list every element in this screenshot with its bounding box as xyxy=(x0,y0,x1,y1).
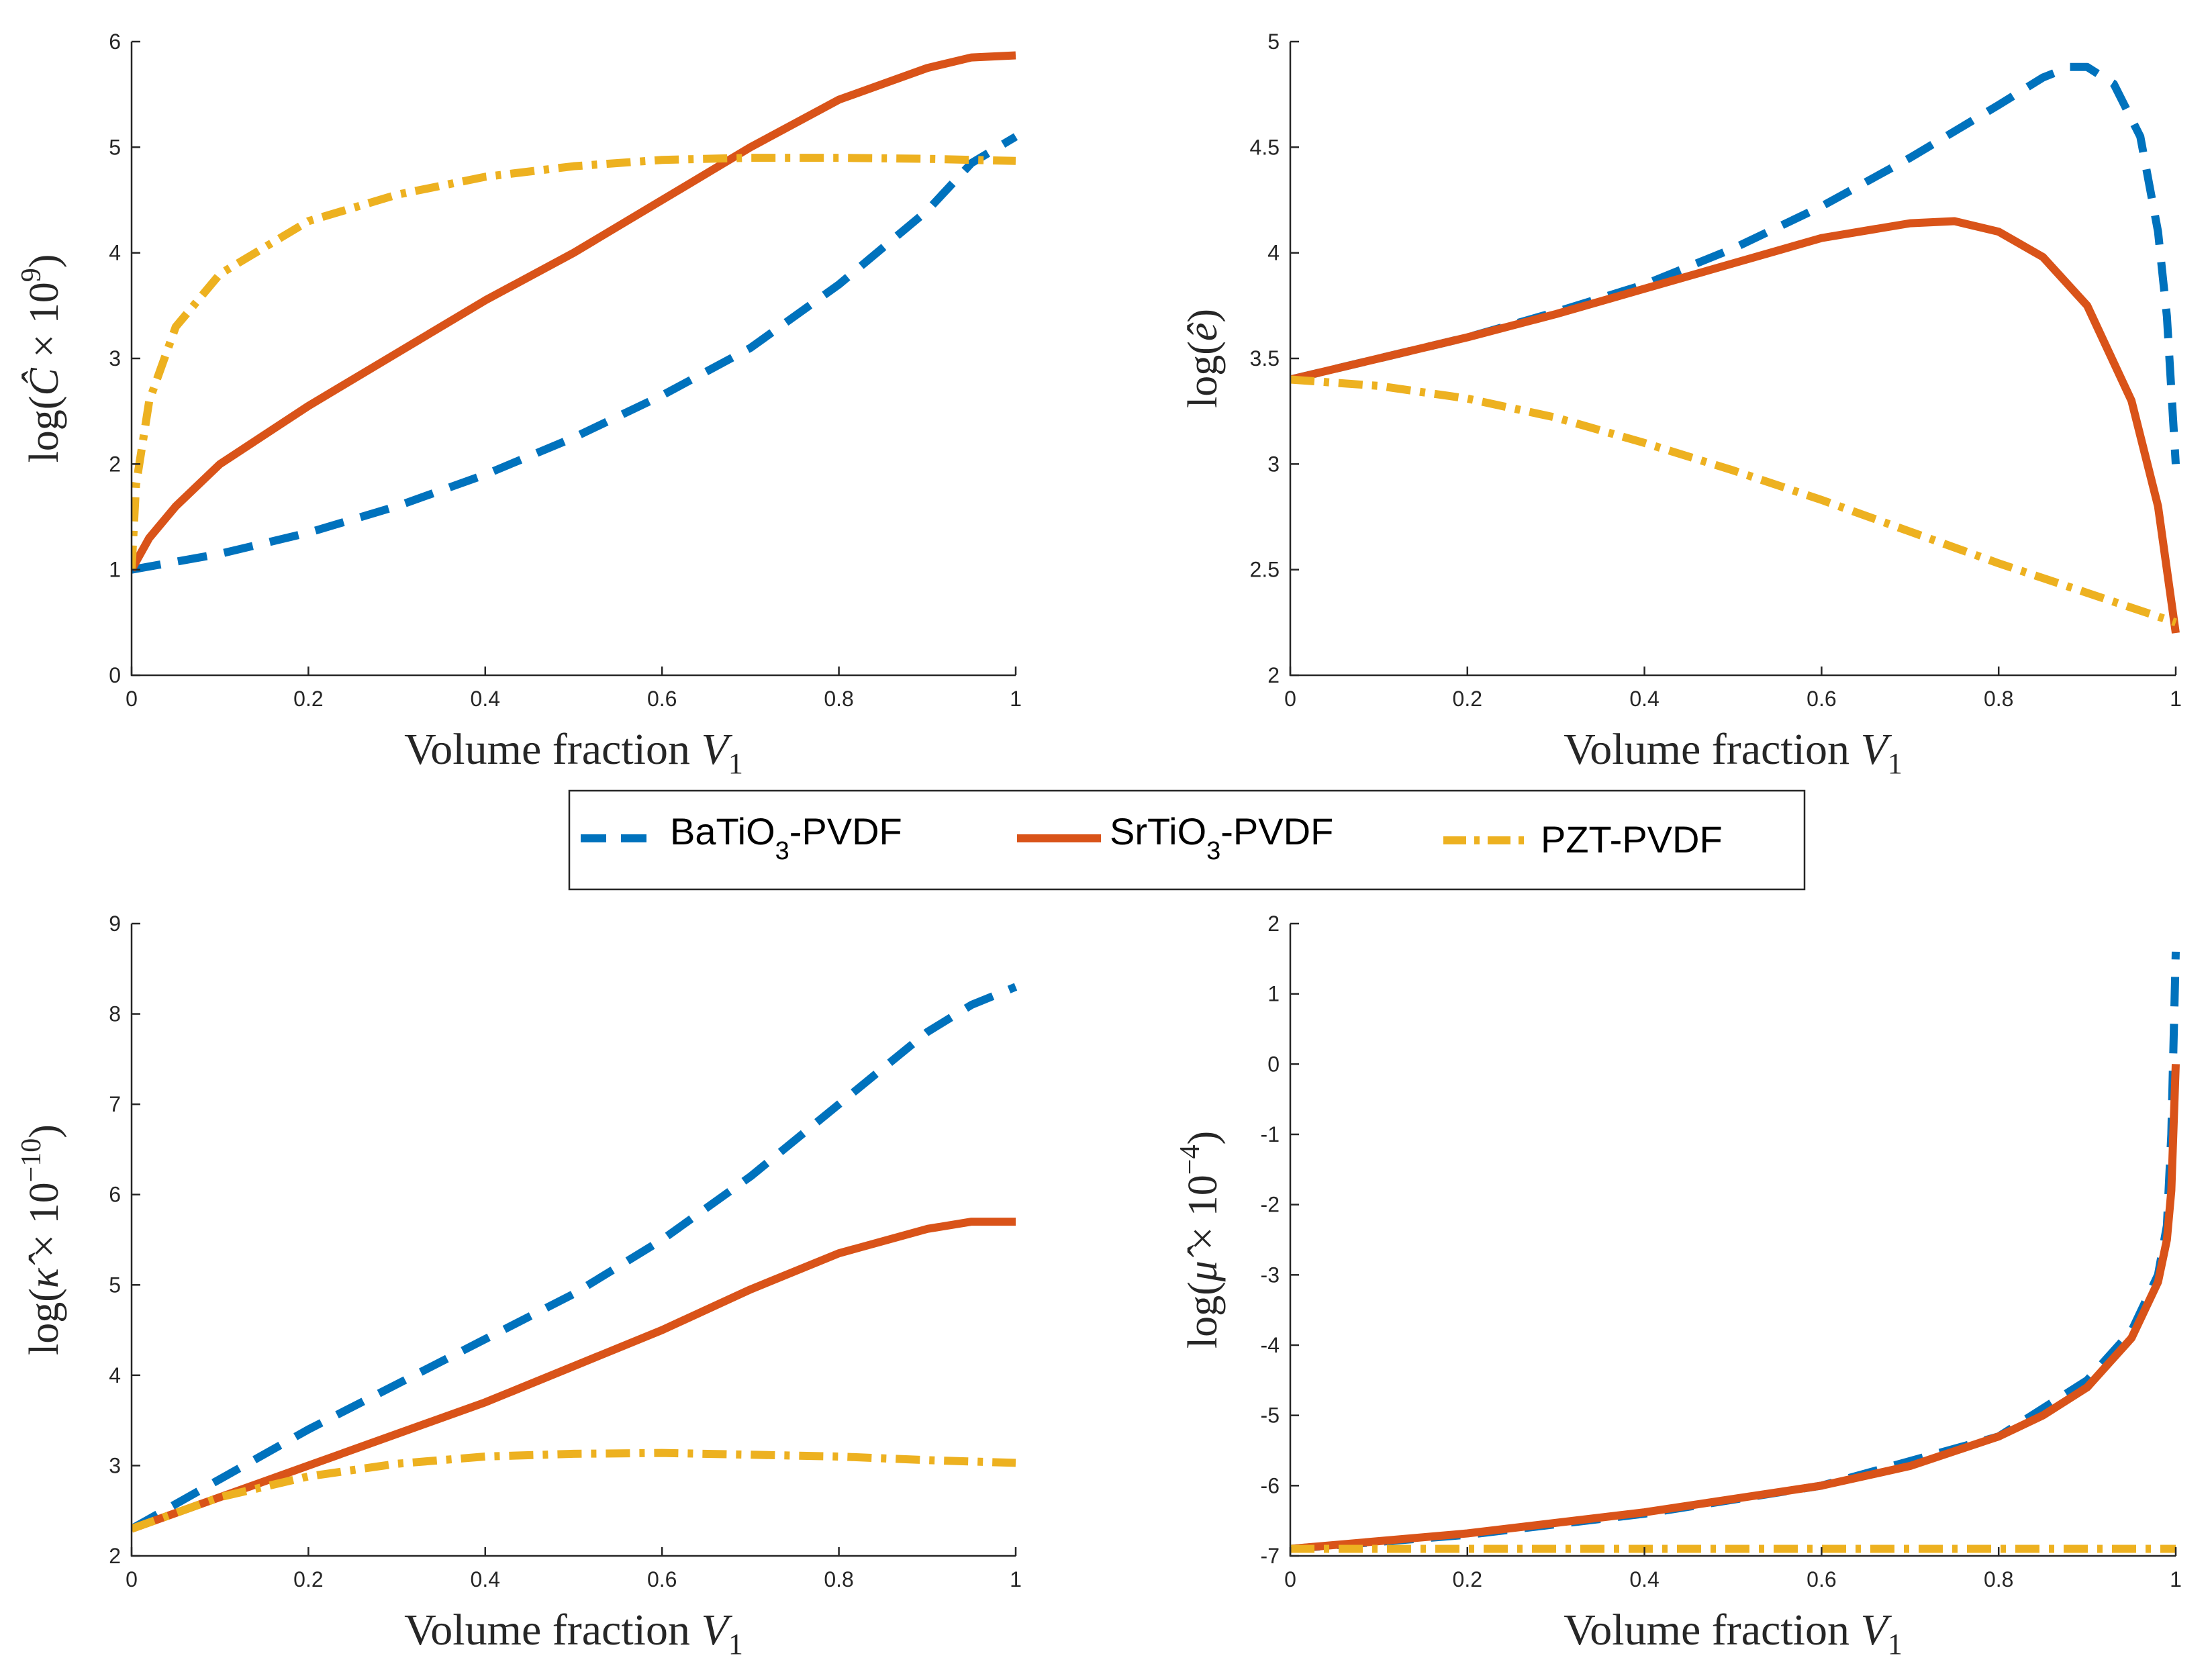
series-line-srtio3 xyxy=(1290,217,2180,634)
y-tick-label: 4 xyxy=(109,1363,121,1387)
series-group xyxy=(1290,62,2180,634)
y-tick-label: 6 xyxy=(109,30,121,54)
y-tick-label: 3.5 xyxy=(1250,346,1280,371)
subplot-dielectric: 0 0.2 0.4 0.6 0.8 1 2 3 4 5 6 7 8 9 Volume fraction V1… xyxy=(16,912,1022,1661)
x-tick-label: 0.8 xyxy=(1984,687,2013,711)
y-tick-label: 4.5 xyxy=(1250,135,1280,159)
y-tick-label: 5 xyxy=(1267,30,1280,54)
x-tick-label: 1 xyxy=(1010,687,1022,711)
series-line-batio3 xyxy=(132,983,1018,1532)
y-axis-label: log(Ĉ × 109) xyxy=(16,254,67,463)
x-tick-label: 0.2 xyxy=(293,687,323,711)
x-tick-label: 0.4 xyxy=(471,1567,500,1591)
x-tick-label: 0.4 xyxy=(1629,687,1659,711)
y-tick-label: 4 xyxy=(109,241,121,265)
x-tick-label: 0.6 xyxy=(1807,687,1836,711)
y-tick-label: 1 xyxy=(109,558,121,582)
y-tick-label: 3 xyxy=(1267,452,1280,476)
series-line-srtio3 xyxy=(1290,1064,2180,1553)
x-tick-label: 0.6 xyxy=(647,1567,677,1591)
y-axis-label: log(κ̂ × 10−10) xyxy=(16,1124,67,1355)
y-tick-label: 3 xyxy=(109,1453,121,1477)
y-tick-label: 0 xyxy=(1267,1052,1280,1076)
subplot-stiffness: 0 0.2 0.4 0.6 0.8 1 0 1 2 3 4 5 6 Volume fraction V1 l… xyxy=(16,30,1022,780)
x-tick-label: 1 xyxy=(2170,1567,2182,1591)
x-tick-label: 0.4 xyxy=(471,687,500,711)
x-tick-label: 0.8 xyxy=(824,1567,853,1591)
x-tick-label: 0.6 xyxy=(1807,1567,1836,1591)
series-line-pzt xyxy=(132,1448,1016,1533)
legend-label-srtio3: SrTiO3-PVDF xyxy=(1110,810,1333,865)
x-tick-label: 0 xyxy=(1284,687,1296,711)
subplot-piezoelectric: 0 0.2 0.4 0.6 0.8 1 2 2.5 3 3.5 4 4.5 5 Volume fracti… xyxy=(1180,30,2182,780)
x-tick-label: 0.6 xyxy=(647,687,677,711)
y-tick-label: -7 xyxy=(1261,1544,1280,1568)
y-axis-label: log(ê) xyxy=(1180,309,1226,408)
x-tick-label: 1 xyxy=(1010,1567,1022,1591)
series-line-srtio3 xyxy=(132,51,1016,572)
x-tick-label: 0.8 xyxy=(824,687,853,711)
legend-box xyxy=(568,789,1806,891)
x-tick-label: 0.4 xyxy=(1629,1567,1659,1591)
x-axis-label: Volume fraction V1 xyxy=(404,725,743,780)
x-tick-label: 0.2 xyxy=(1453,1567,1482,1591)
y-tick-label: 9 xyxy=(109,912,121,936)
y-tick-label: -4 xyxy=(1261,1333,1280,1357)
series-line-pzt xyxy=(1290,375,2177,627)
x-tick-label: 1 xyxy=(2170,687,2182,711)
series-group xyxy=(132,51,1018,574)
y-tick-label: 5 xyxy=(109,1273,121,1297)
y-axis-label: log(μ̂ × 10−4) xyxy=(1175,1131,1226,1348)
y-tick-label: 7 xyxy=(109,1092,121,1116)
x-tick-label: 0 xyxy=(126,1567,138,1591)
subplot-magnetic-permeability: 0 0.2 0.4 0.6 0.8 1 -7 -6 -5 -4 -3 -2 -1 0 1 2 Volume fr… xyxy=(1175,912,2182,1661)
y-tick-label: 2.5 xyxy=(1250,558,1280,582)
legend-label-batio3: BaTiO3-PVDF xyxy=(670,810,902,865)
y-tick-label: -2 xyxy=(1261,1193,1280,1217)
x-tick-label: 0.2 xyxy=(293,1567,323,1591)
y-tick-label: 2 xyxy=(109,452,121,476)
legend: BaTiO3-PVDF SrTiO3-PVDF PZT-PVDF xyxy=(568,789,1806,891)
legend-label-pzt: PZT-PVDF xyxy=(1541,818,1723,861)
y-tick-label: 2 xyxy=(109,1544,121,1568)
legend-entry-pzt: PZT-PVDF xyxy=(1443,818,1723,861)
series-group xyxy=(1290,951,2180,1553)
y-tick-label: 1 xyxy=(1267,982,1280,1006)
x-axis-label: Volume fraction V1 xyxy=(404,1606,743,1661)
y-tick-label: -3 xyxy=(1261,1263,1280,1287)
x-axis-label: Volume fraction V1 xyxy=(1564,1606,1903,1661)
series-line-pzt xyxy=(132,154,1016,570)
x-tick-label: 0 xyxy=(126,687,138,711)
y-tick-label: 0 xyxy=(109,663,121,687)
x-tick-label: 0.8 xyxy=(1984,1567,2013,1591)
y-tick-label: 2 xyxy=(1267,912,1280,936)
y-tick-label: 3 xyxy=(109,346,121,371)
series-line-batio3 xyxy=(132,133,1018,574)
x-tick-label: 0.2 xyxy=(1453,687,1482,711)
legend-entry-batio3: BaTiO3-PVDF xyxy=(581,810,902,865)
series-line-srtio3 xyxy=(132,1218,1016,1533)
y-tick-label: 6 xyxy=(109,1183,121,1207)
y-tick-label: 5 xyxy=(109,135,121,159)
y-tick-label: -1 xyxy=(1261,1122,1280,1146)
y-tick-label: 2 xyxy=(1267,663,1280,687)
series-group xyxy=(132,983,1018,1533)
y-tick-label: -6 xyxy=(1261,1473,1280,1497)
legend-entry-srtio3: SrTiO3-PVDF xyxy=(1017,810,1333,865)
y-tick-label: 8 xyxy=(109,1002,121,1026)
x-tick-label: 0 xyxy=(1284,1567,1296,1591)
y-tick-label: 4 xyxy=(1267,241,1280,265)
x-axis-label: Volume fraction V1 xyxy=(1564,725,1903,780)
y-tick-label: -5 xyxy=(1261,1404,1280,1428)
